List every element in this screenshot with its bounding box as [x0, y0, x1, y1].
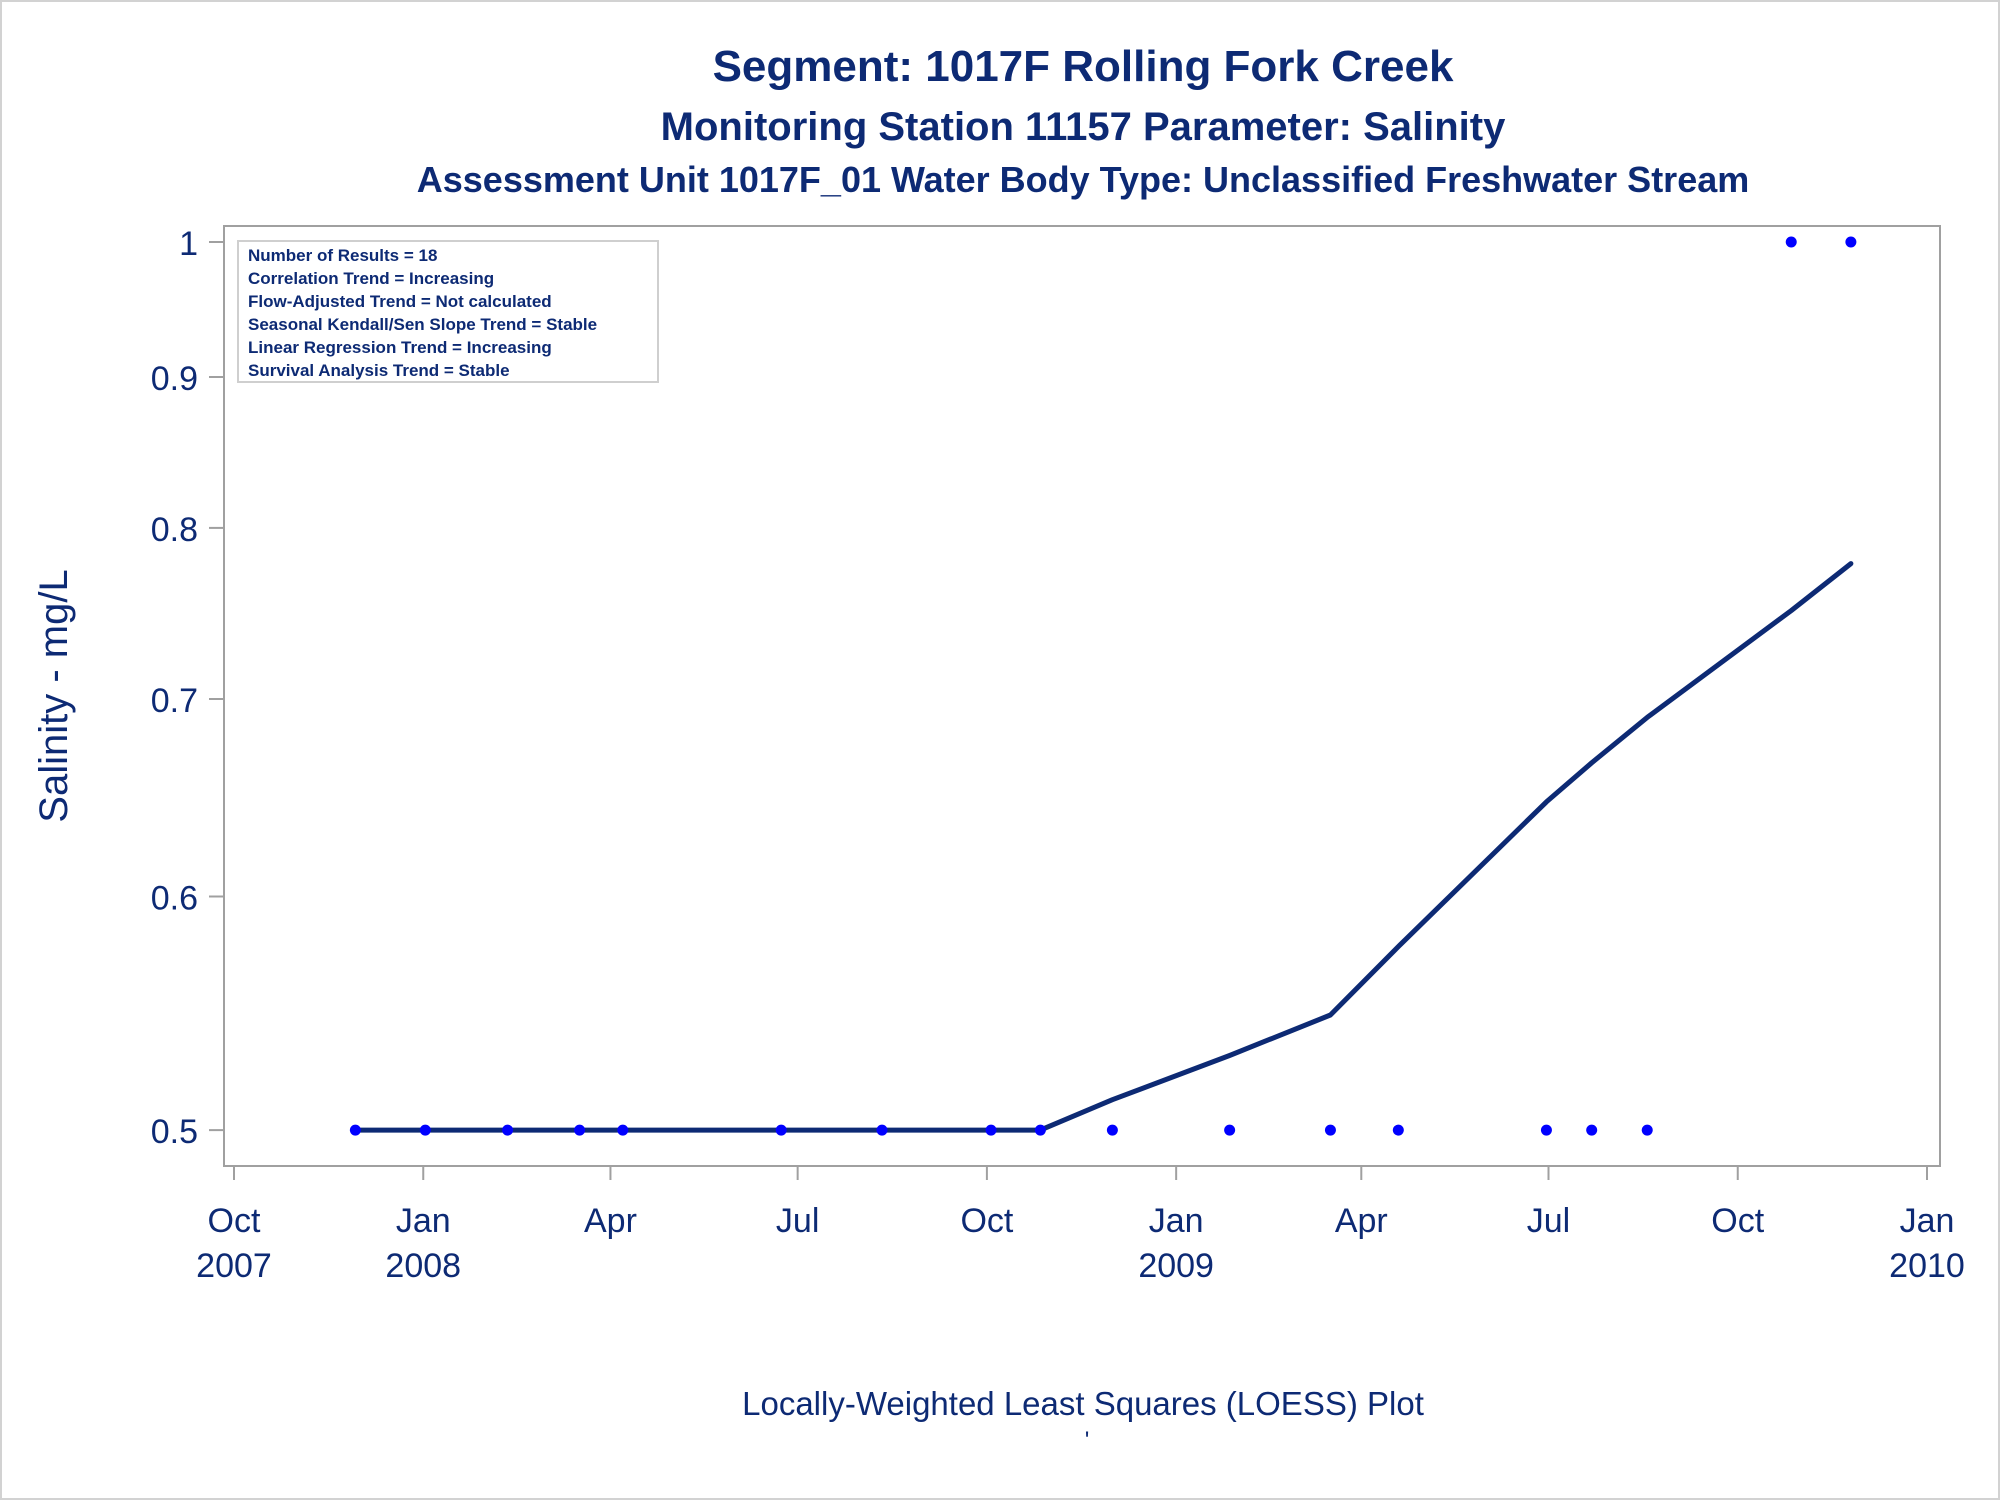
data-point: [419, 1124, 431, 1136]
data-point: [1106, 1124, 1118, 1136]
data-point: [1586, 1124, 1598, 1136]
data-point: [775, 1124, 787, 1136]
chart-subtitle: Monitoring Station 11157 Parameter: Sali…: [661, 105, 1506, 149]
stats-line-seasonal-kendall: Seasonal Kendall/Sen Slope Trend = Stabl…: [248, 315, 597, 334]
data-point: [1034, 1124, 1046, 1136]
y-tick-label: 0.7: [151, 682, 198, 720]
stats-line-correlation: Correlation Trend = Increasing: [248, 269, 494, 288]
x-tick-label: Apr: [1335, 1202, 1388, 1240]
x-tick-label: Apr: [584, 1202, 637, 1240]
y-tick-label: 0.8: [151, 511, 198, 549]
x-tick-label: Jul: [776, 1202, 819, 1240]
x-tick-year-label: 2010: [1889, 1247, 1965, 1285]
y-tick-label: 1: [179, 225, 198, 263]
stats-line-flow-adjusted: Flow-Adjusted Trend = Not calculated: [248, 292, 552, 311]
stats-line-survival: Survival Analysis Trend = Stable: [248, 361, 510, 380]
y-axis: 0.5 0.6 0.7 0.8 0.9 1: [151, 225, 224, 1151]
x-tick-year-label: 2007: [196, 1247, 272, 1285]
plot-frame: [223, 225, 1941, 1167]
loess-layer: [352, 561, 1854, 1133]
data-point: [1224, 1124, 1236, 1136]
chart-title: Segment: 1017F Rolling Fork Creek: [713, 42, 1454, 91]
y-tick-label: 0.5: [151, 1113, 198, 1151]
loess-line: [352, 561, 1854, 1133]
y-axis-label: Salinity - mg/L: [32, 569, 76, 822]
stats-line-results: Number of Results = 18: [248, 246, 437, 265]
x-tick-label: Oct: [208, 1202, 261, 1240]
data-point: [1641, 1124, 1653, 1136]
data-point: [574, 1124, 586, 1136]
footnote: Locally-Weighted Least Squares (LOESS) P…: [742, 1385, 1424, 1422]
x-tick-label: Jan: [396, 1202, 451, 1240]
y-tick-label: 0.6: [151, 880, 198, 918]
x-axis: Oct 2007 Jan 2008 Apr Jul Oct Jan 2009 Apr Jul Oct J…: [196, 1166, 1965, 1285]
footnote-mark: ': [1085, 1427, 1090, 1454]
x-tick-label: Jan: [1900, 1202, 1955, 1240]
stats-box-frame: [237, 240, 659, 383]
chart-subtitle-2: Assessment Unit 1017F_01 Water Body Type…: [417, 159, 1750, 200]
x-tick-label: Oct: [960, 1202, 1013, 1240]
data-point: [876, 1124, 888, 1136]
x-tick-label: Jul: [1527, 1202, 1570, 1240]
x-tick-label: Oct: [1711, 1202, 1764, 1240]
data-point: [985, 1124, 997, 1136]
data-point: [1845, 236, 1857, 248]
data-point: [1785, 236, 1797, 248]
x-tick-label: Jan: [1149, 1202, 1204, 1240]
stats-line-linear-regression: Linear Regression Trend = Increasing: [248, 338, 552, 357]
stats-box: Number of Results = 18 Correlation Trend…: [237, 240, 659, 383]
data-point: [502, 1124, 514, 1136]
data-point: [1540, 1124, 1552, 1136]
x-tick-year-label: 2009: [1138, 1247, 1214, 1285]
data-point: [349, 1124, 361, 1136]
data-point: [1324, 1124, 1336, 1136]
data-point: [1392, 1124, 1404, 1136]
data-point: [617, 1124, 629, 1136]
x-tick-year-label: 2008: [385, 1247, 461, 1285]
y-tick-label: 0.9: [151, 360, 198, 398]
points-layer: [349, 236, 1857, 1136]
